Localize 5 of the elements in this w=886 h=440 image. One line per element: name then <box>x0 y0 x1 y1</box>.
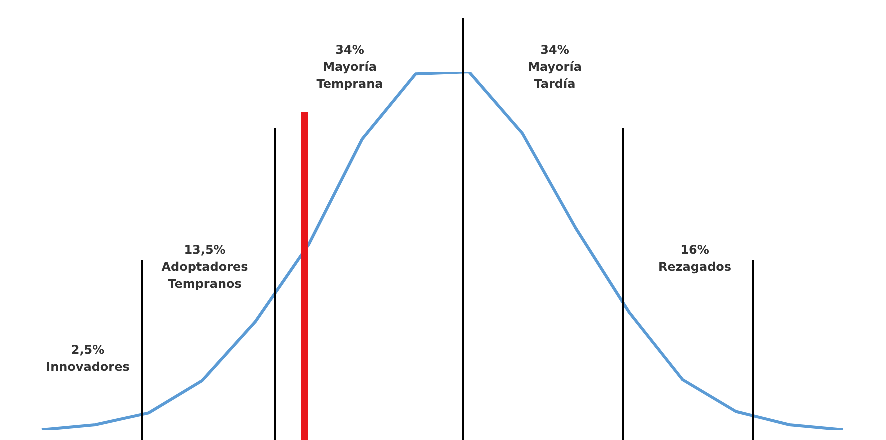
annotation: 34% Mayoría Tardía <box>528 43 582 92</box>
annotation: 34% Mayoría Temprana <box>316 43 384 92</box>
annotation: 16% Rezagados <box>658 243 732 274</box>
annotation: 13,5% Adoptadores Tempranos <box>162 243 248 292</box>
annotation: 2,5% Innovadores <box>46 343 130 374</box>
